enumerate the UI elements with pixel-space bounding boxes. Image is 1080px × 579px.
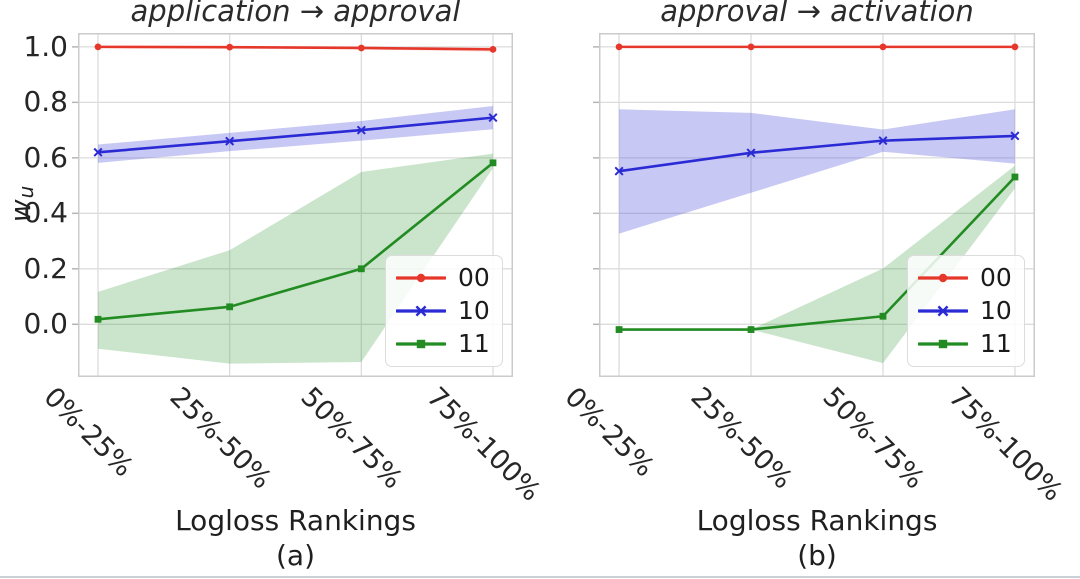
legend-label: 00 — [980, 262, 1012, 292]
legend-swatch-10 — [918, 305, 968, 317]
subplot-a-title: application → approval — [130, 0, 461, 28]
legend-label: 11 — [458, 329, 490, 359]
y-tick-label: 0.6 — [23, 140, 68, 174]
x-tick-label: 25%-50% — [684, 381, 799, 496]
subplot-a-xlabel: Logloss Rankings — [175, 504, 416, 537]
x-tick-label: 75%-100% — [420, 381, 547, 508]
legend-label: 00 — [458, 262, 490, 292]
subplot-b-xlabel: Logloss Rankings — [696, 504, 938, 537]
legend-swatch-00 — [918, 273, 968, 282]
legend-item-00: 00 — [396, 261, 490, 294]
y-tick-label: 0.4 — [23, 196, 68, 230]
legend-item-10: 10 — [396, 294, 490, 327]
legend-item-11: 11 — [396, 328, 490, 361]
x-tick-label: 50%-75% — [294, 381, 409, 496]
x-tick-label: 0%-25% — [37, 381, 140, 484]
y-tick-label: 0.2 — [23, 251, 68, 285]
x-tick-label: 0%-25% — [558, 381, 661, 484]
legend-swatch-10 — [396, 305, 446, 317]
legend-label: 10 — [458, 295, 490, 325]
legend-item-10: 10 — [918, 294, 1012, 327]
bottom-border — [0, 576, 1080, 578]
legend-label: 10 — [980, 295, 1012, 325]
x-tick-label: 75%-100% — [942, 381, 1069, 508]
y-tick-label: 0.8 — [23, 85, 68, 119]
legend-swatch-00 — [396, 273, 446, 282]
subplot-a-caption: (a) — [275, 539, 315, 572]
subplot-b-legend: 00 10 11 — [907, 255, 1025, 367]
subplot-b-title: approval → activation — [660, 0, 974, 28]
legend-item-11: 11 — [918, 328, 1012, 361]
legend-item-00: 00 — [918, 261, 1012, 294]
x-tick-label: 50%-75% — [816, 381, 931, 496]
subplot-b-caption: (b) — [797, 539, 837, 572]
subplot-a-legend: 00 10 11 — [385, 255, 503, 367]
x-tick-label: 25%-50% — [163, 381, 277, 496]
y-tick-label: 0.0 — [23, 307, 68, 341]
legend-label: 11 — [980, 329, 1012, 359]
y-tick-label: 1.0 — [23, 29, 68, 63]
legend-swatch-11 — [918, 340, 968, 349]
legend-swatch-11 — [396, 340, 446, 349]
